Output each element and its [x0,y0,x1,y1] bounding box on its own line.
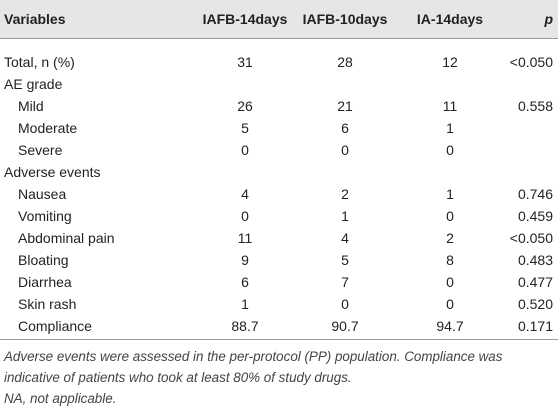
row-label: Diarrhea [18,274,72,290]
cell-value: 26 [237,98,253,114]
row-label: Compliance [18,318,92,334]
header-row [0,0,558,39]
row-label: Bloating [18,252,69,268]
cell-value: 7 [341,274,349,290]
cell-value: <0.050 [509,54,553,70]
row-label: Skin rash [18,296,77,312]
row-label: Vomiting [18,208,72,224]
cell-value: 1 [446,186,454,202]
cell-value: 88.7 [231,318,259,334]
cell-value: 0.459 [517,208,553,224]
cell-value: 0.477 [517,274,553,290]
cell-value: 0.483 [517,252,553,268]
cell-value: 11 [442,98,458,114]
cell-value: 0 [341,142,349,158]
cell-value: 0 [446,274,454,290]
cell-value: 94.7 [436,318,464,334]
cell-value: 11 [237,230,253,246]
column-header: IAFB-10days [302,11,388,27]
column-header: p [544,11,553,27]
row-label: Abdominal pain [18,230,115,246]
cell-value: 2 [446,230,454,246]
cell-value: 21 [337,98,353,114]
row-label: Mild [18,98,44,114]
cell-value: 4 [241,186,249,202]
cell-value: 0 [446,142,454,158]
cell-value: 5 [341,252,349,268]
row-label: Severe [18,142,63,158]
column-header: IAFB-14days [202,11,288,27]
row-label: Nausea [18,186,67,202]
cell-value: 2 [341,186,349,202]
cell-value: 6 [341,120,349,136]
cell-value: 4 [341,230,349,246]
cell-value: 0 [446,208,454,224]
row-label: Adverse events [4,164,101,180]
row-label: Moderate [18,120,78,136]
cell-value: 0.171 [517,318,553,334]
cell-value: 28 [337,54,353,70]
footnotes: Adverse events were assessed in the per-… [4,346,556,409]
cell-value: 1 [341,208,349,224]
column-header: Variables [4,11,66,27]
cell-value: 12 [442,54,458,70]
row-label: Total, n (%) [4,54,75,70]
cell-value: 1 [446,120,454,136]
cell-value: 0.520 [517,296,553,312]
cell-value: 0 [446,296,454,312]
table-bottom-rule [0,339,558,340]
cell-value: 0.558 [517,98,553,114]
cell-value: 0 [241,208,249,224]
cell-value: 0.746 [517,186,553,202]
row-label: AE grade [4,76,63,92]
column-header: IA-14days [416,11,484,27]
footnote: Adverse events were assessed in the per-… [4,349,503,385]
footnote: NA, not applicable. [4,391,117,406]
cell-value: <0.050 [509,230,553,246]
cell-value: 8 [446,252,454,268]
cell-value: 90.7 [331,318,359,334]
cell-value: 5 [241,120,249,136]
cell-value: 9 [241,252,249,268]
cell-value: 1 [241,296,249,312]
cell-value: 0 [341,296,349,312]
cell-value: 0 [241,142,249,158]
cell-value: 6 [241,274,249,290]
cell-value: 31 [237,54,253,70]
